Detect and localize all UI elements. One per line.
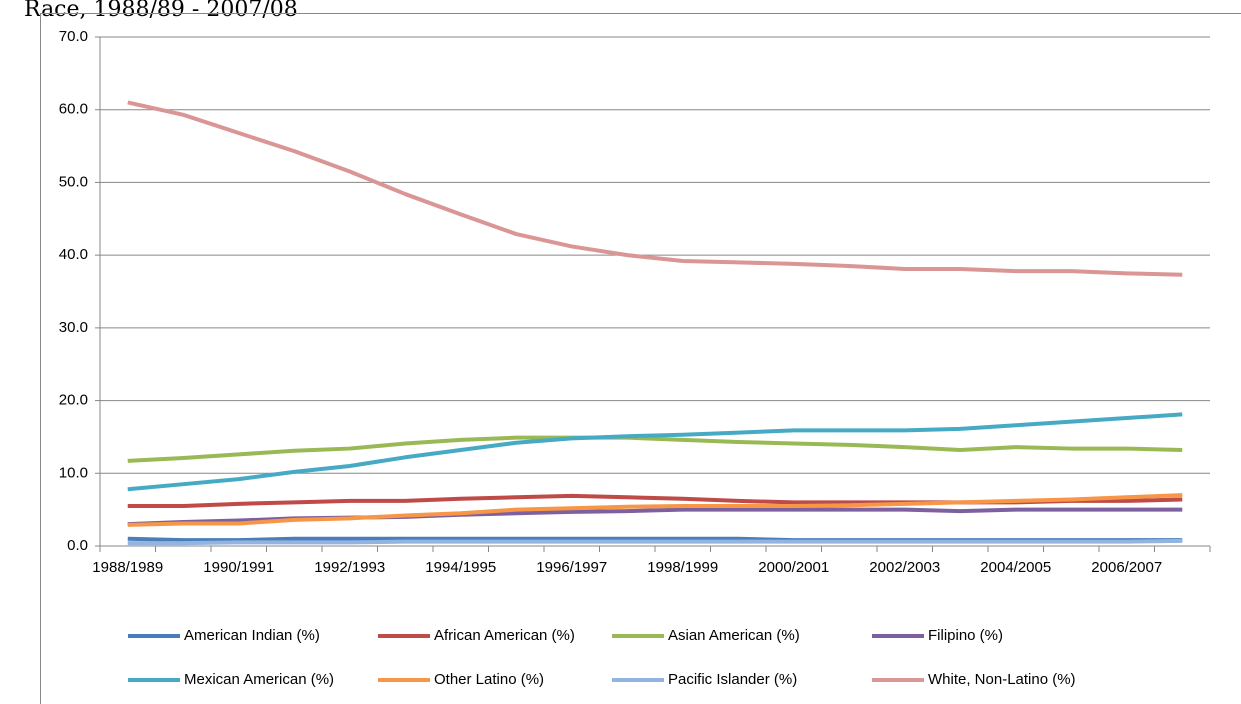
chart-title: Race, 1988/89 - 2007/08 — [24, 0, 298, 22]
series-line — [127, 435, 1183, 463]
x-tick-label: 2006/2007 — [1091, 559, 1162, 576]
y-tick-label: 30.0 — [59, 319, 88, 336]
y-tick-label: 40.0 — [59, 246, 88, 263]
x-tick-label: 2000/2001 — [758, 559, 829, 576]
series-line — [127, 100, 1183, 277]
y-tick-label: 50.0 — [59, 173, 88, 190]
series-line — [127, 538, 1183, 546]
x-tick-label: 1992/1993 — [314, 559, 385, 576]
legend-label: White, Non-Latino (%) — [928, 671, 1076, 688]
legend-label: Asian American (%) — [668, 627, 800, 644]
y-tick-label: 0.0 — [67, 537, 88, 554]
x-tick-label: 2004/2005 — [980, 559, 1051, 576]
legend-label: Mexican American (%) — [184, 671, 334, 688]
x-tick-label: 1988/1989 — [92, 559, 163, 576]
legend-label: American Indian (%) — [184, 627, 320, 644]
y-tick-label: 10.0 — [59, 464, 88, 481]
y-tick-label: 60.0 — [59, 101, 88, 118]
legend-label: Other Latino (%) — [434, 671, 544, 688]
x-tick-label: 2002/2003 — [869, 559, 940, 576]
x-tick-label: 1996/1997 — [536, 559, 607, 576]
series-line — [127, 493, 1183, 527]
y-tick-label: 20.0 — [59, 392, 88, 409]
x-tick-label: 1994/1995 — [425, 559, 496, 576]
legend-label: Pacific Islander (%) — [668, 671, 797, 688]
y-tick-label: 70.0 — [59, 28, 88, 45]
legend-label: African American (%) — [434, 627, 575, 644]
series-line — [127, 412, 1183, 492]
x-tick-label: 1990/1991 — [203, 559, 274, 576]
x-tick-label: 1998/1999 — [647, 559, 718, 576]
legend-label: Filipino (%) — [928, 627, 1003, 644]
